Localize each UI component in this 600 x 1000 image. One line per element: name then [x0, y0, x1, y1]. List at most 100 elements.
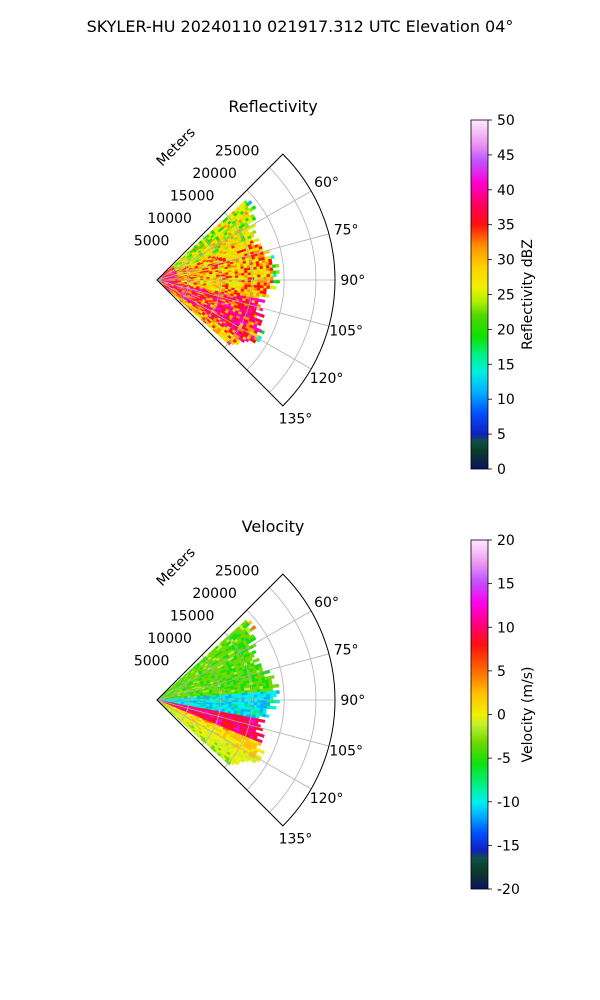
data-cell — [269, 696, 274, 701]
data-cell — [253, 266, 258, 270]
data-cell — [269, 690, 274, 695]
panel-title: Velocity — [242, 517, 305, 536]
data-cell — [260, 691, 264, 695]
data-cell — [253, 707, 258, 711]
data-cell — [247, 620, 253, 626]
data-cell — [225, 696, 229, 699]
data-cell — [247, 706, 251, 710]
data-cell — [234, 273, 239, 277]
data-cell — [247, 282, 252, 286]
data-cell — [244, 275, 249, 278]
data-cell — [260, 733, 265, 738]
data-cell — [231, 703, 236, 707]
data-cell — [230, 760, 236, 766]
data-cell — [257, 699, 261, 703]
angular-gridline — [156, 653, 330, 701]
data-cell — [231, 271, 236, 275]
radial-tick-label: 25000 — [215, 144, 260, 160]
data-cell — [228, 273, 233, 277]
colorbar-tick-label: 40 — [497, 183, 515, 199]
colorbar-tick-label: 45 — [497, 148, 515, 164]
data-cell — [252, 649, 257, 655]
data-cell — [250, 653, 255, 659]
data-cell — [272, 264, 277, 268]
data-cell — [259, 293, 264, 297]
data-cell — [265, 262, 270, 266]
data-cell — [253, 271, 258, 276]
radial-tick-label: 15000 — [170, 609, 215, 625]
angular-tick-label: 60° — [314, 595, 339, 611]
data-cell — [269, 276, 274, 281]
data-cell — [252, 229, 257, 235]
data-cell — [272, 285, 277, 290]
data-cell — [261, 719, 266, 724]
data-cell — [256, 686, 261, 690]
data-cell — [266, 688, 270, 692]
data-cell — [265, 265, 270, 269]
data-cell — [247, 702, 252, 706]
data-cell — [266, 285, 271, 290]
data-cell — [263, 696, 268, 701]
angular-gridline — [156, 279, 330, 327]
data-cell — [260, 277, 264, 281]
data-cell — [263, 688, 267, 692]
angular-tick-label: 75° — [334, 222, 359, 238]
data-cell — [212, 276, 217, 279]
data-cell — [244, 282, 249, 285]
angular-tick-label: 75° — [334, 642, 359, 658]
data-cell — [260, 697, 264, 701]
data-cell — [263, 274, 268, 278]
data-cell — [273, 273, 277, 278]
angular-tick-label: 90° — [340, 273, 365, 289]
sector-frame — [156, 573, 336, 827]
data-cell — [266, 702, 271, 707]
data-cell — [256, 691, 261, 695]
reflectivity-panel: Reflectivity 5000 10000 15000 20000 25000 Mete… — [134, 97, 536, 478]
data-cell — [272, 270, 277, 275]
radial-tick-label: 15000 — [170, 189, 215, 205]
data-cell — [237, 273, 242, 276]
data-cell — [244, 702, 249, 705]
data-cell — [266, 705, 271, 710]
data-cell — [241, 282, 245, 285]
data-cell — [234, 693, 239, 697]
data-cell — [234, 275, 239, 279]
data-cell — [231, 695, 236, 699]
data-cell — [251, 216, 257, 222]
data-cell — [266, 268, 270, 272]
data-cell — [269, 267, 274, 272]
data-cell — [266, 276, 271, 281]
data-cell — [260, 313, 265, 318]
data-cell — [247, 692, 252, 696]
colorbar-tick-label: -15 — [497, 838, 520, 854]
angular-tick-label: 135° — [279, 411, 313, 427]
data-cell — [259, 713, 264, 717]
data-cell — [263, 705, 267, 709]
data-cell — [265, 294, 270, 298]
data-cell — [244, 284, 248, 288]
data-cell — [244, 692, 248, 696]
data-cell — [231, 273, 236, 277]
data-cell — [244, 695, 249, 698]
colorbar — [470, 539, 489, 890]
data-cell — [256, 266, 261, 270]
radial-tick-label: 20000 — [192, 166, 237, 182]
sector-frame — [156, 153, 336, 407]
data-cell — [253, 284, 258, 289]
data-cell — [244, 337, 250, 343]
data-cell — [266, 279, 271, 284]
radial-tick-label: 20000 — [192, 586, 237, 602]
data-cell — [253, 702, 258, 706]
data-cell — [257, 741, 262, 747]
data-cell — [270, 255, 275, 259]
data-cell — [251, 338, 257, 344]
data-cell — [238, 281, 242, 285]
data-cell — [231, 691, 236, 695]
data-cell — [275, 263, 280, 268]
data-cell — [273, 699, 277, 704]
data-cell — [238, 275, 242, 279]
data-cell — [275, 270, 280, 274]
data-cell — [257, 282, 261, 286]
data-cell — [260, 705, 264, 709]
data-cell — [231, 283, 236, 287]
